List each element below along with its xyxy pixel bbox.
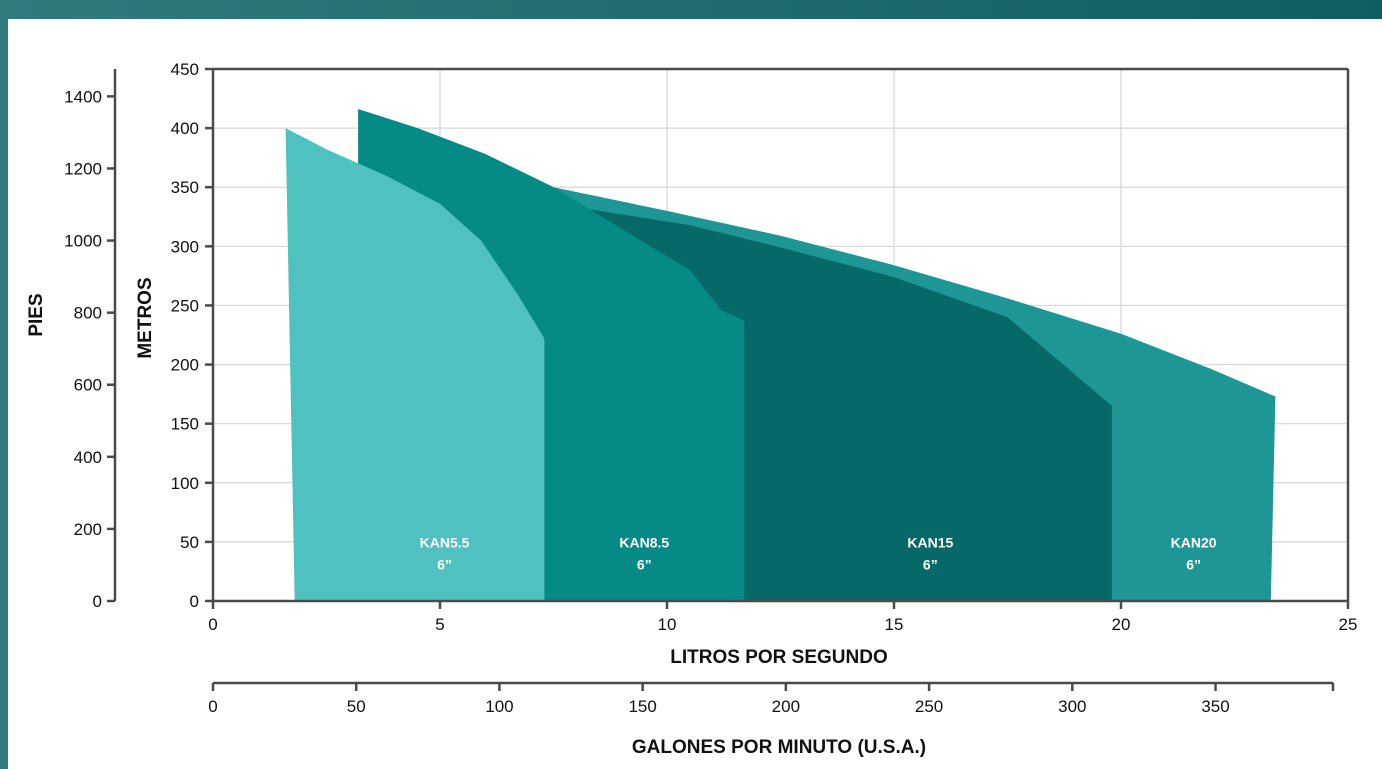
secondary-y-tick-label: 1000 <box>64 232 102 251</box>
series-label-line: KAN5.5 <box>420 534 470 550</box>
series-label-line: 6” <box>637 556 652 572</box>
series-label-kan5-5: KAN5.5 6” <box>420 534 470 572</box>
secondary-x-tick-label: 0 <box>208 697 217 716</box>
x-axis-title: LITROS POR SEGUNDO <box>670 647 887 668</box>
secondary-x-axis-title: GALONES POR MINUTO (U.S.A.) <box>632 737 926 758</box>
series-areas <box>285 109 1276 601</box>
x-tick-label: 10 <box>658 615 677 634</box>
secondary-x-tick-label: 200 <box>772 697 800 716</box>
x-tick-label: 0 <box>208 615 217 634</box>
series-label-line: 6” <box>923 556 938 572</box>
series-label-line: KAN8.5 <box>619 534 669 550</box>
secondary-y-tick-label: 400 <box>74 448 102 467</box>
secondary-y-tick-label: 200 <box>74 520 102 539</box>
y-tick-label: 100 <box>171 474 199 493</box>
series-label-kan20: KAN20 6” <box>1171 534 1217 572</box>
secondary-x-tick-label: 150 <box>628 697 656 716</box>
y-tick-label: 50 <box>180 533 199 552</box>
x-tick-label: 5 <box>435 615 444 634</box>
secondary-y-tick-label: 800 <box>74 304 102 323</box>
y-axis-title: METROS <box>135 277 156 358</box>
secondary-y-tick-label: 0 <box>93 592 102 611</box>
secondary-x-tick-label: 350 <box>1201 697 1229 716</box>
x-tick-label: 15 <box>885 615 904 634</box>
y-tick-label: 350 <box>171 178 199 197</box>
y-tick-label: 300 <box>171 237 199 256</box>
y-tick-label: 250 <box>171 296 199 315</box>
secondary-x-tick-label: 300 <box>1058 697 1086 716</box>
series-label-kan15: KAN15 6” <box>907 534 953 572</box>
secondary-x-tick-label: 100 <box>485 697 513 716</box>
secondary-y-axis-title: PIES <box>26 293 47 336</box>
y-tick-label: 0 <box>190 592 199 611</box>
series-label-line: 6” <box>1186 556 1201 572</box>
secondary-y-tick-label: 1400 <box>64 87 102 106</box>
series-labels: KAN5.5 6” KAN8.5 6” KAN15 6” KAN20 6” <box>420 534 1217 572</box>
y-tick-label: 450 <box>171 60 199 79</box>
series-label-line: 6” <box>437 556 452 572</box>
secondary-y-tick-label: 1200 <box>64 159 102 178</box>
left-band <box>0 0 8 769</box>
secondary-x-tick-label: 250 <box>915 697 943 716</box>
secondary-x-tick-label: 50 <box>347 697 366 716</box>
series-area-kan5-5 <box>285 128 545 601</box>
series-label-line: KAN15 <box>907 534 953 550</box>
secondary-y-tick-label: 600 <box>74 376 102 395</box>
series-label-line: KAN20 <box>1171 534 1217 550</box>
y-tick-label: 150 <box>171 415 199 434</box>
x-tick-label: 20 <box>1112 615 1131 634</box>
y-tick-label: 200 <box>171 356 199 375</box>
y-tick-label: 400 <box>171 119 199 138</box>
series-label-kan8-5: KAN8.5 6” <box>619 534 669 572</box>
x-tick-label: 25 <box>1339 615 1358 634</box>
header-band <box>0 0 1382 19</box>
